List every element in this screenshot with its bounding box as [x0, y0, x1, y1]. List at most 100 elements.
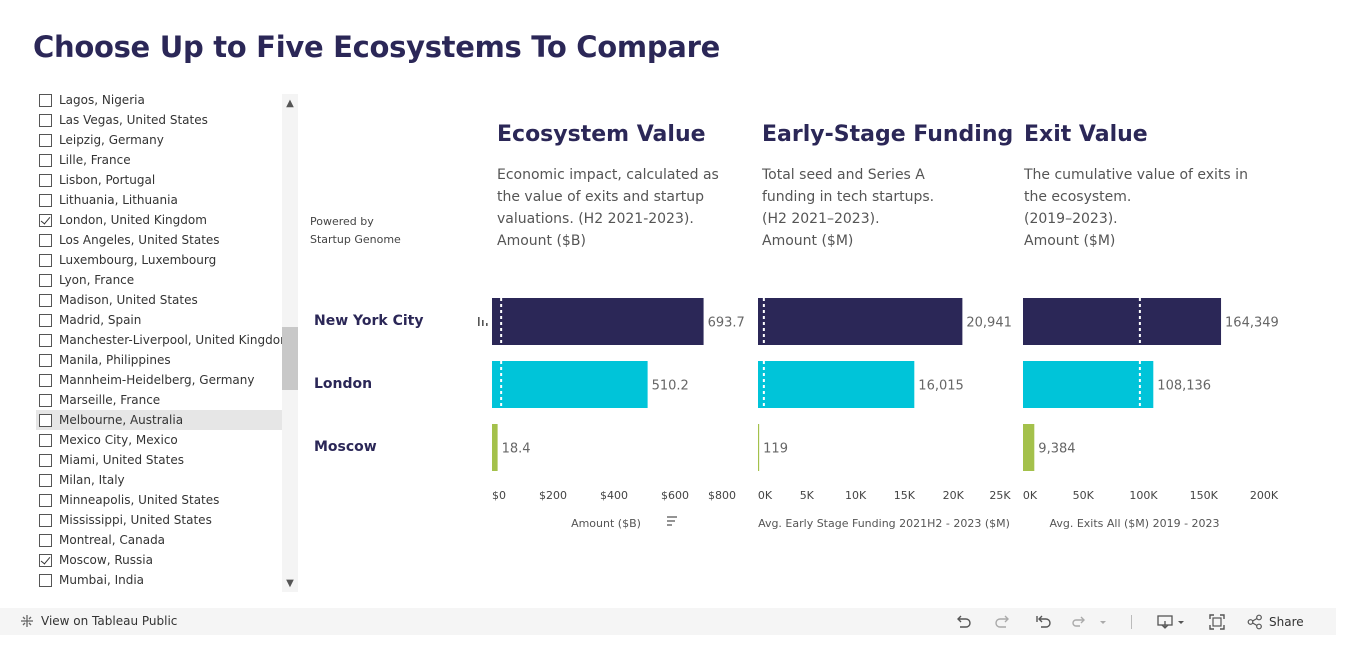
- row-label-new-york[interactable]: New York City: [314, 313, 424, 329]
- redo-icon[interactable]: [994, 613, 1012, 631]
- bar[interactable]: [492, 424, 498, 471]
- filter-item[interactable]: Luxembourg, Luxembourg: [36, 250, 282, 270]
- bar[interactable]: [1023, 424, 1035, 471]
- bar[interactable]: [758, 298, 963, 345]
- filter-item[interactable]: Las Vegas, United States: [36, 110, 282, 130]
- filter-checkbox[interactable]: [39, 533, 52, 547]
- filter-item[interactable]: Manchester-Liverpool, United Kingdom: [36, 330, 292, 350]
- filter-item[interactable]: Lisbon, Portugal: [36, 170, 282, 190]
- filter-checkbox[interactable]: [39, 233, 52, 247]
- bar[interactable]: [758, 424, 760, 471]
- filter-item[interactable]: Leipzig, Germany: [36, 130, 282, 150]
- desc-line: valuations. (H2 2021-2023).: [497, 211, 694, 227]
- download-icon[interactable]: [1156, 613, 1188, 631]
- filter-item[interactable]: Manila, Philippines: [36, 350, 282, 370]
- tick-label: $200: [539, 489, 567, 502]
- filter-item[interactable]: Lithuania, Lithuania: [36, 190, 282, 210]
- row-label-moscow[interactable]: Moscow: [314, 439, 377, 455]
- filter-item[interactable]: Moscow, Russia: [36, 550, 282, 570]
- tick-label: $0: [492, 489, 506, 502]
- filter-item[interactable]: London, United Kingdom: [36, 210, 282, 230]
- filter-checkbox[interactable]: [39, 413, 52, 427]
- filter-checkbox[interactable]: [39, 433, 52, 447]
- tick-label: 20K: [943, 489, 965, 502]
- filter-item[interactable]: Lille, France: [36, 150, 282, 170]
- filter-checkbox[interactable]: [39, 453, 52, 467]
- fullscreen-icon[interactable]: [1208, 613, 1226, 631]
- refresh-icon[interactable]: [1070, 613, 1088, 631]
- filter-item[interactable]: Mumbai, India: [36, 570, 282, 590]
- tick-label: 15K: [894, 489, 916, 502]
- bar[interactable]: [1023, 361, 1154, 408]
- sort-bars-icon[interactable]: [477, 316, 489, 327]
- filter-checkbox[interactable]: [39, 333, 52, 347]
- ecosystem-filter[interactable]: Lagos, Nigeria Las Vegas, United States Le…: [36, 94, 298, 592]
- filter-item[interactable]: Marseille, France: [36, 390, 282, 410]
- filter-scrollbar[interactable]: ▲ ▼: [282, 94, 298, 592]
- undo-icon[interactable]: [954, 613, 972, 631]
- filter-checkbox[interactable]: [39, 553, 52, 567]
- filter-item[interactable]: Mannheim-Heidelberg, Germany: [36, 370, 282, 390]
- filter-checkbox[interactable]: [39, 513, 52, 527]
- view-on-tableau-link[interactable]: View on Tableau Public: [20, 614, 177, 628]
- desc-line: (H2 2021–2023).: [762, 211, 880, 227]
- tableau-toolbar: View on Tableau Public S: [0, 608, 1336, 635]
- scroll-up-icon[interactable]: ▲: [286, 98, 294, 109]
- filter-checkbox[interactable]: [39, 133, 52, 147]
- bar[interactable]: [492, 361, 648, 408]
- filter-checkbox[interactable]: [39, 173, 52, 187]
- filter-checkbox[interactable]: [39, 373, 52, 387]
- desc-line: funding in tech startups.: [762, 189, 935, 205]
- row-label-london[interactable]: London: [314, 376, 373, 392]
- filter-item-label: Mexico City, Mexico: [59, 433, 178, 447]
- bar[interactable]: [492, 298, 704, 345]
- filter-checkbox[interactable]: [39, 473, 52, 487]
- bar[interactable]: [1023, 298, 1222, 345]
- data-label: 164,349: [1225, 316, 1279, 331]
- desc-line: Amount ($M): [1024, 233, 1116, 249]
- filter-item[interactable]: Mississippi, United States: [36, 510, 282, 530]
- data-label: 108,136: [1157, 379, 1211, 394]
- filter-checkbox[interactable]: [39, 113, 52, 127]
- data-label: 16,015: [918, 379, 964, 394]
- filter-checkbox[interactable]: [39, 213, 52, 227]
- filter-item[interactable]: Milan, Italy: [36, 470, 282, 490]
- filter-item-label: Madrid, Spain: [59, 313, 142, 327]
- filter-item-label: Moscow, Russia: [59, 553, 153, 567]
- filter-checkbox[interactable]: [39, 94, 52, 107]
- filter-checkbox[interactable]: [39, 253, 52, 267]
- filter-checkbox[interactable]: [39, 573, 52, 587]
- filter-checkbox[interactable]: [39, 493, 52, 507]
- filter-checkbox[interactable]: [39, 293, 52, 307]
- chevron-down-icon[interactable]: [1097, 613, 1109, 631]
- filter-checkbox[interactable]: [39, 153, 52, 167]
- filter-item-label: Mumbai, India: [59, 573, 145, 587]
- filter-item[interactable]: Lagos, Nigeria: [36, 94, 282, 110]
- bar[interactable]: [758, 361, 915, 408]
- scroll-thumb[interactable]: [282, 327, 298, 390]
- filter-item[interactable]: Madrid, Spain: [36, 310, 282, 330]
- filter-item[interactable]: Los Angeles, United States: [36, 230, 282, 250]
- filter-checkbox[interactable]: [39, 273, 52, 287]
- filter-item[interactable]: Minneapolis, United States: [36, 490, 282, 510]
- filter-item[interactable]: Melbourne, Australia: [36, 410, 282, 430]
- scroll-down-icon[interactable]: ▼: [286, 578, 294, 589]
- data-label: 20,941: [966, 316, 1012, 331]
- filter-checkbox[interactable]: [39, 353, 52, 367]
- share-button[interactable]: Share: [1247, 614, 1304, 630]
- filter-checkbox[interactable]: [39, 393, 52, 407]
- filter-item[interactable]: Lyon, France: [36, 270, 282, 290]
- filter-item[interactable]: Miami, United States: [36, 450, 282, 470]
- revert-icon[interactable]: [1034, 613, 1052, 631]
- view-on-tableau-label: View on Tableau Public: [41, 614, 178, 628]
- filter-item[interactable]: Madison, United States: [36, 290, 282, 310]
- filter-checkbox[interactable]: [39, 313, 52, 327]
- filter-checkbox[interactable]: [39, 193, 52, 207]
- filter-item-label: Luxembourg, Luxembourg: [59, 253, 217, 267]
- filter-item[interactable]: Montreal, Canada: [36, 530, 282, 550]
- page-title: Choose Up to Five Ecosystems To Compare: [33, 30, 720, 64]
- filter-item[interactable]: Mexico City, Mexico: [36, 430, 282, 450]
- panel-desc-early-stage-funding: Total seed and Series A funding in tech …: [762, 164, 934, 252]
- data-label: 510.2: [652, 379, 689, 394]
- filter-item-label: Leipzig, Germany: [59, 133, 164, 147]
